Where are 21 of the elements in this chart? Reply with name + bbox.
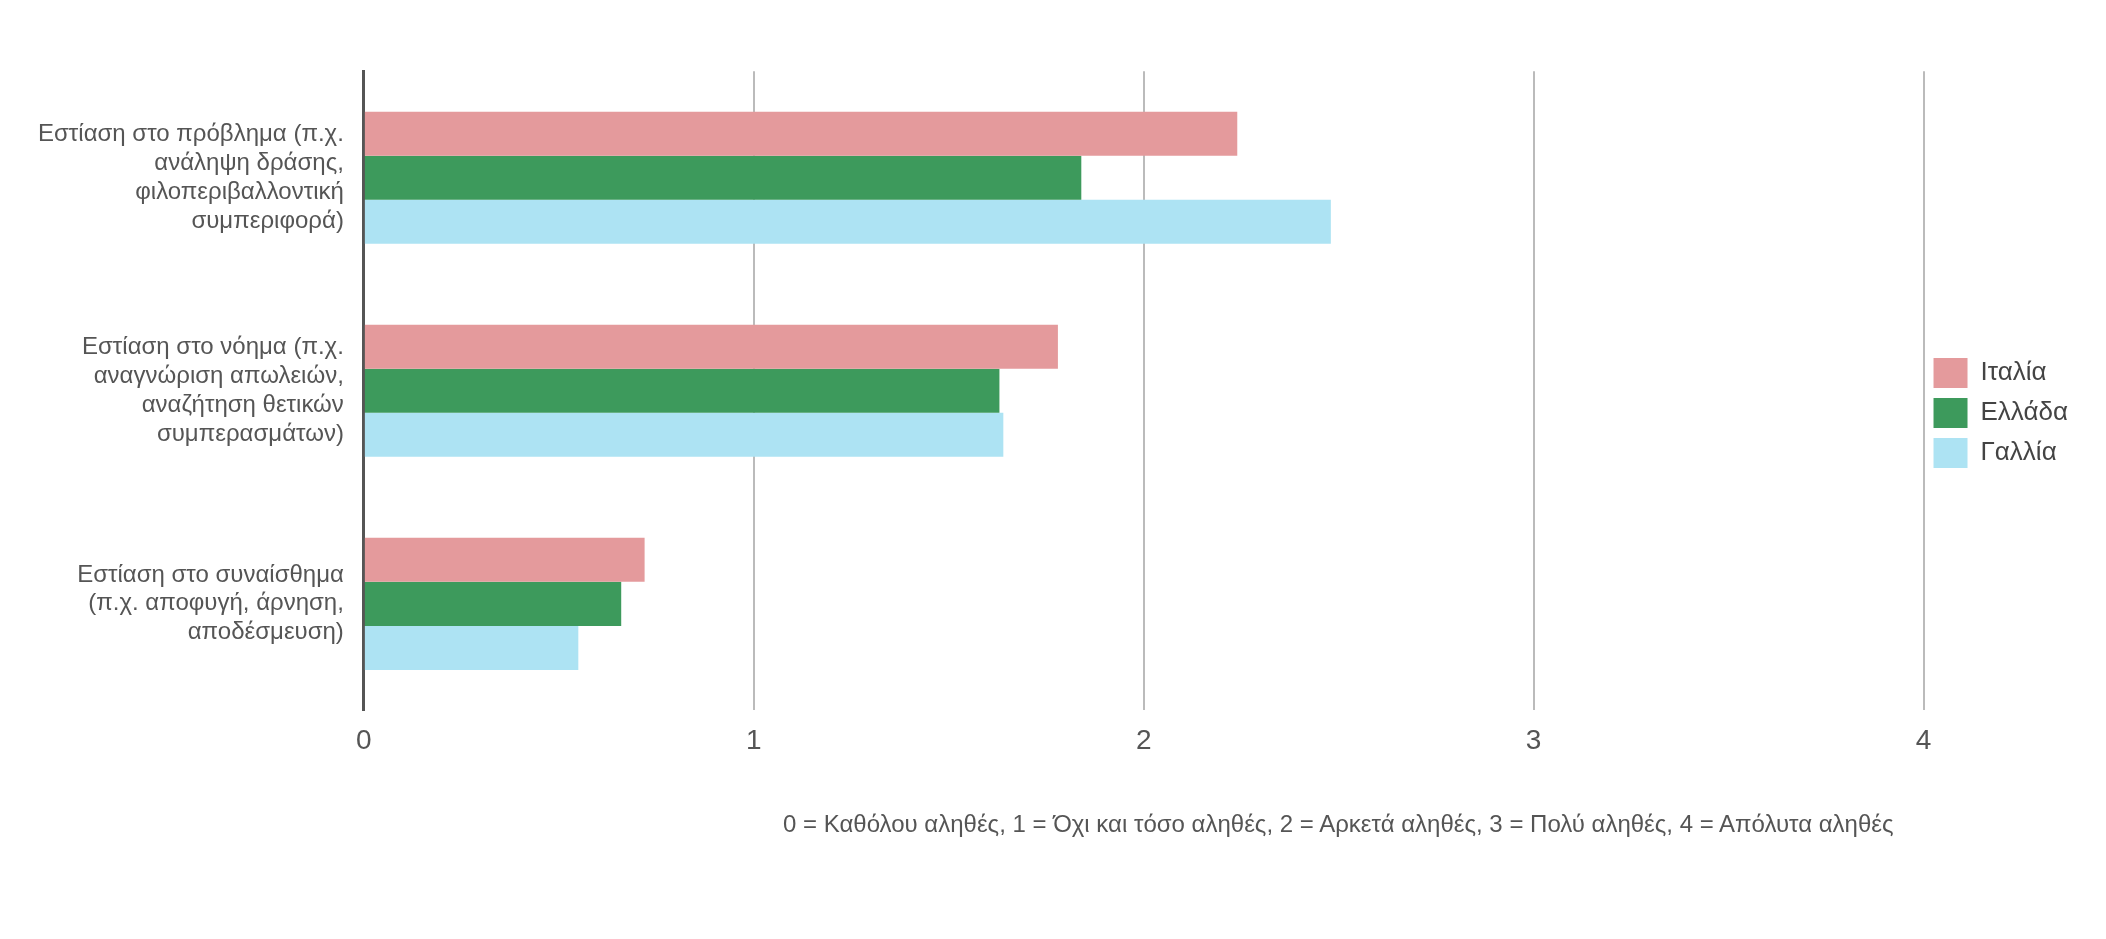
legend-label: Ιταλία <box>1980 356 2047 387</box>
x-tick-label: 4 <box>1915 723 1932 755</box>
bar <box>364 199 1331 244</box>
bar <box>364 537 645 582</box>
x-tick-label: 0 <box>356 723 372 755</box>
bar <box>364 324 1058 369</box>
x-tick-label: 1 <box>745 723 762 755</box>
x-tick-label: 3 <box>1525 723 1542 755</box>
bar <box>364 625 579 670</box>
bar <box>364 155 1082 200</box>
bar <box>364 368 1000 413</box>
legend-label: Ελλάδα <box>1980 396 2068 427</box>
x-tick-label: 2 <box>1135 723 1152 755</box>
y-tick-label: Εστίαση στο πρόβλημα (π.χ. ανάληψη δράσης, φιλοπεριβαλλοντική συμπεριφορά) <box>38 119 344 233</box>
bar <box>364 111 1238 156</box>
bar <box>364 581 622 626</box>
bar <box>364 412 1004 457</box>
y-tick-label: Εστίαση στο νόημα (π.χ. αναγνώριση απωλειών, αναζήτηση θετικών συμπερασμάτων) <box>82 332 344 446</box>
text: 0 = Καθόλου αληθές, 1 = Όχι και τόσο αληθές, 2 = Αρκετά αληθές, 3 = Πολύ αληθές, 4 = Απόλυτα αληθές <box>783 809 1895 839</box>
legend-label: Γαλλία <box>1980 436 2057 467</box>
y-tick-label: Εστίαση στο συναίσθημα (π.χ. αποφυγή, άρνηση, αποδέσμευση) <box>77 559 344 645</box>
